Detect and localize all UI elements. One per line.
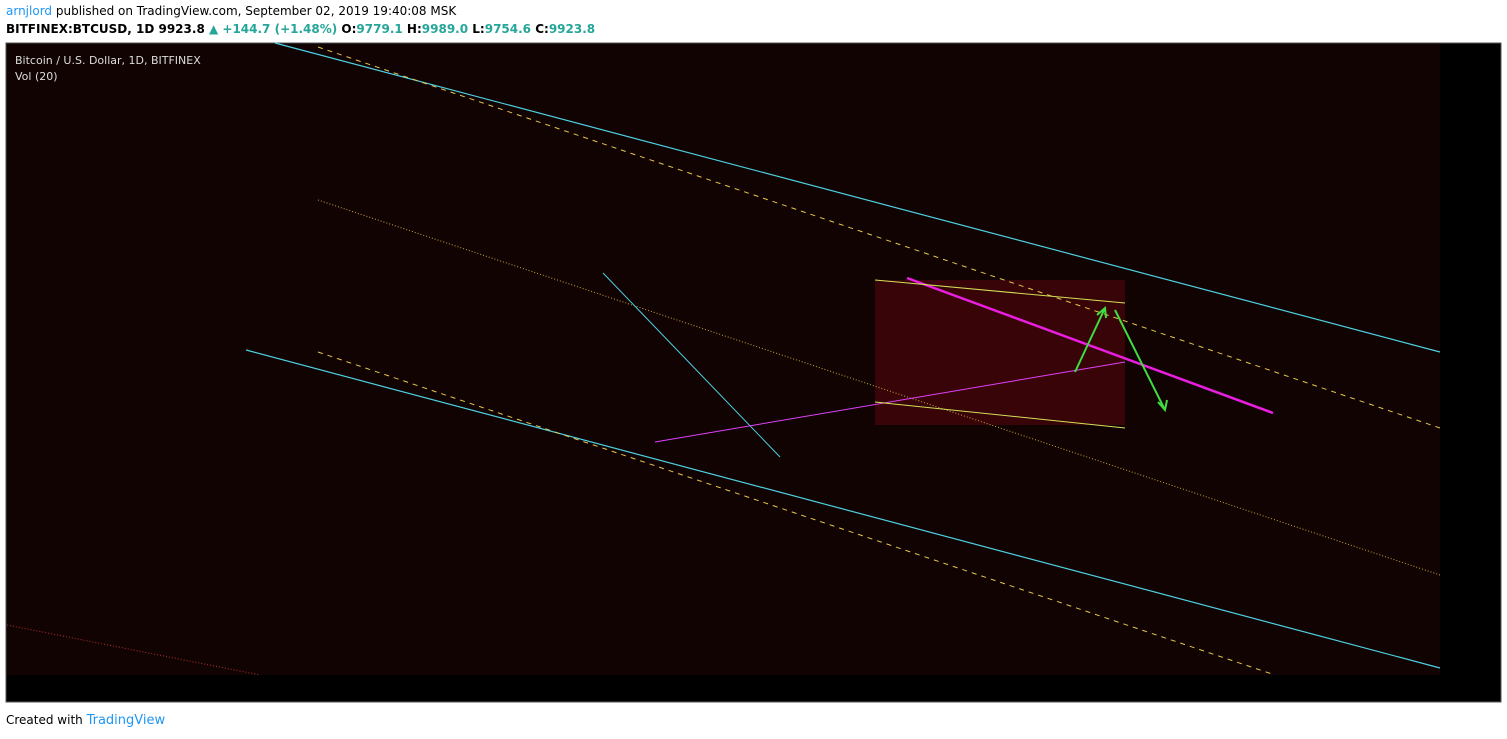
dashed-lower [317, 351, 1276, 676]
ohlc-k: O: [341, 22, 357, 36]
symbol: BITFINEX:BTCUSD, 1D [6, 22, 155, 36]
author: arnjlord [6, 4, 53, 18]
brand: TradingView [86, 713, 166, 728]
ohlc-v: 9754.6 [484, 22, 532, 36]
plot-area [7, 44, 1440, 675]
volume-label: Vol (20) [15, 70, 58, 83]
ohlc-v: 9989.0 [421, 22, 469, 36]
wedge-bottom [874, 401, 1126, 429]
ohlc-k: L: [472, 22, 485, 36]
arrow-head [1096, 305, 1107, 319]
ohlc-k: C: [535, 22, 549, 36]
publish-line: arnjlord published on TradingView.com, S… [6, 4, 456, 18]
ohlc-v: 9923.8 [548, 22, 596, 36]
last: 9923.8 [158, 22, 205, 36]
dashed-upper [317, 46, 1441, 429]
published: published on TradingView.com, September … [55, 4, 457, 18]
arrow-down [1114, 309, 1166, 411]
ohlc-v: 9779.1 [356, 22, 403, 36]
channel-lower [245, 349, 1441, 669]
magenta-line [654, 361, 1126, 443]
footer: Created with TradingView [6, 713, 165, 728]
zone [875, 280, 1125, 425]
created: Created with [6, 713, 83, 727]
dotted-mid [317, 199, 1441, 576]
symbol-line: BITFINEX:BTCUSD, 1D 9923.8 ▲ +144.7 (+1.… [6, 22, 595, 36]
drawings [6, 42, 1441, 676]
ohlc-k: H: [406, 22, 422, 36]
channel-upper [274, 42, 1441, 353]
change: ▲ +144.7 (+1.48%) [208, 22, 338, 36]
arrow-up [1074, 307, 1106, 373]
arrow-head [1157, 399, 1168, 413]
magenta-thick [906, 276, 1274, 415]
wedge-top [874, 279, 1126, 304]
wedge-line [602, 272, 781, 458]
chart-title: Bitcoin / U.S. Dollar, 1D, BITFINEX [15, 54, 201, 67]
dotted-red [6, 624, 261, 676]
